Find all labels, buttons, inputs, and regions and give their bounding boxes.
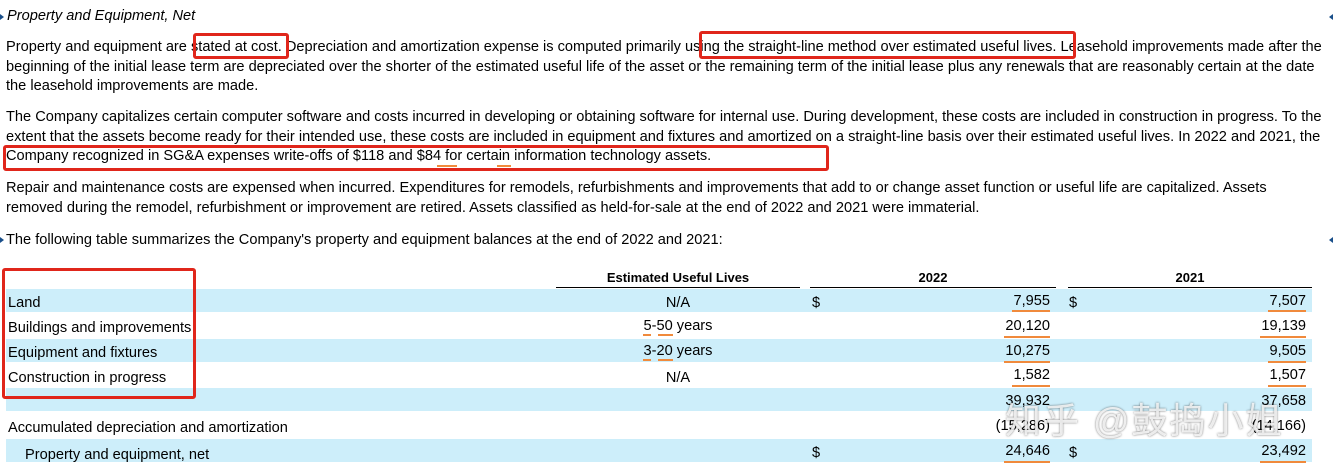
left-marker (0, 14, 4, 20)
watermark: 知乎 @鼓捣小姐 (1005, 400, 1284, 441)
table-row-label: Land (8, 295, 41, 311)
accumulated-2022: (15,286) (995, 418, 1050, 434)
currency-symbol: $ (1069, 445, 1078, 461)
paragraph-3: Repair and maintenance costs are expense… (6, 180, 1267, 216)
right-marker (1329, 237, 1333, 243)
accumulated-label: Accumulated depreciation and amortizatio… (8, 420, 288, 436)
value-2022: 7,955 (1013, 293, 1050, 309)
table-row-lives: N/A (665, 295, 691, 311)
table-row-lives: 5-50 years (643, 318, 713, 334)
header-estimated-useful-lives: Estimated Useful Lives (606, 270, 750, 285)
value-2021: 19,139 (1261, 318, 1306, 334)
highlight-stated-at-cost (193, 33, 289, 59)
table-row-lives: 3-20 years (643, 343, 713, 359)
subtotal-2022: 39,932 (1005, 393, 1050, 409)
header-2021: 2021 (1175, 270, 1205, 285)
value-2021: 9,505 (1269, 343, 1306, 359)
paragraph-2: The Company capitalizes certain computer… (6, 109, 1322, 164)
table-row-lives: N/A (665, 370, 691, 386)
table-row-label: Construction in progress (8, 370, 167, 386)
net-2021: 23,492 (1261, 443, 1306, 459)
value-2022: 1,582 (1013, 367, 1050, 383)
highlight-write-offs (3, 145, 829, 171)
currency-symbol: $ (812, 295, 821, 311)
highlight-straight-line (699, 31, 1076, 59)
value-2022: 20,120 (1005, 318, 1050, 334)
section-title: Property and Equipment, Net (7, 8, 196, 24)
accumulated-2021: (14,166) (1251, 418, 1306, 434)
header-2022: 2022 (918, 270, 948, 285)
value-2021: 1,507 (1269, 367, 1306, 383)
highlight-asset-categories (2, 268, 196, 399)
paragraph-4: The following table summarizes the Compa… (6, 232, 723, 248)
value-2022: 10,275 (1005, 343, 1050, 359)
right-marker (1329, 14, 1333, 20)
table-row-label: Buildings and improvements (8, 320, 192, 336)
left-marker (0, 237, 4, 243)
value-2021: 7,507 (1269, 293, 1306, 309)
paragraph-1: Property and equipment are stated at cos… (6, 39, 1322, 94)
subtotal-2021: 37,658 (1261, 393, 1306, 409)
net-2022: 24,646 (1005, 443, 1050, 459)
net-label: Property and equipment, net (25, 447, 210, 463)
currency-symbol: $ (812, 445, 821, 461)
table-row-label: Equipment and fixtures (8, 345, 158, 361)
currency-symbol: $ (1069, 295, 1078, 311)
